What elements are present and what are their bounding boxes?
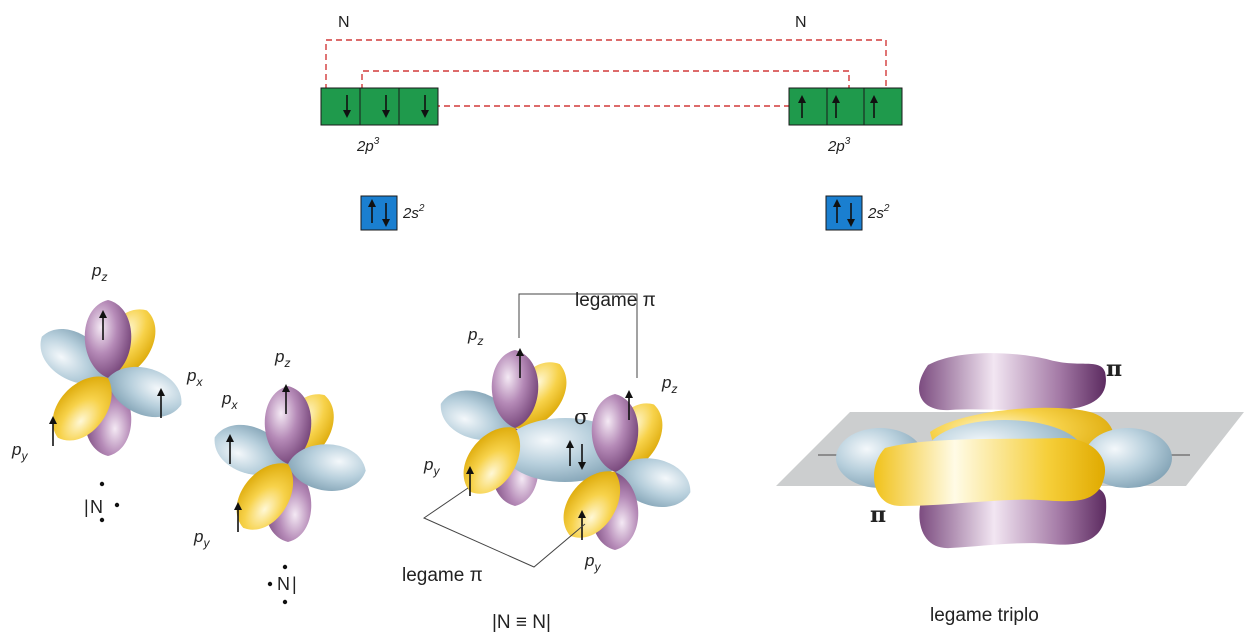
atom-2-px-label: px <box>221 389 238 412</box>
right-2s-label: 2s2 <box>867 203 890 222</box>
sigma-label: σ <box>574 405 588 429</box>
lower-pi-connector <box>422 487 586 568</box>
n2-molecule-orbitals <box>422 293 697 568</box>
upper-pi-bond-label: legame π <box>575 290 656 311</box>
atom-left-symbol: N <box>338 14 350 31</box>
svg-text:|: | <box>292 574 297 594</box>
left-2s-box <box>360 195 398 231</box>
left-2s-label: 2s2 <box>402 203 425 222</box>
dashed-links <box>325 39 887 107</box>
triple-bond-model <box>776 353 1244 549</box>
atom-1-py-label: py <box>11 440 28 463</box>
svg-text:N: N <box>277 574 290 594</box>
upper-purple-pi-back <box>919 353 1106 411</box>
left-2p-label: 2p3 <box>356 136 380 155</box>
upper-pi-symbol: π <box>1106 356 1122 382</box>
outer-dashed-link <box>325 39 887 90</box>
atom-1-pz-label: pz <box>91 261 107 284</box>
atom-2-lewis: N | <box>267 564 297 605</box>
atom-1-px-label: px <box>186 366 203 389</box>
upper-pi-connector <box>518 293 638 378</box>
n2-right-pz-label: pz <box>661 373 677 396</box>
n2-right-py-label: py <box>584 551 601 574</box>
left-2p-boxes <box>320 87 439 126</box>
front-yellow-pi-lobe <box>873 437 1106 506</box>
lower-pi-bond-label: legame π <box>402 565 483 586</box>
atom-1-lewis: | N <box>84 481 120 523</box>
n2-left-pz-label: pz <box>467 325 483 348</box>
n2-lewis-formula: |N ≡ N| <box>492 612 551 633</box>
right-2p-boxes <box>788 87 903 126</box>
atom-right-symbol: N <box>795 14 807 31</box>
right-sigma-end-lobe <box>1084 428 1172 488</box>
right-2p-label: 2p3 <box>827 136 851 155</box>
svg-text:|: | <box>84 497 89 517</box>
atom-1-orbitals <box>29 298 190 456</box>
atom-2-py-label: py <box>193 527 210 550</box>
svg-text:N: N <box>90 497 103 517</box>
atom-2-pz-label: pz <box>274 347 290 370</box>
lower-pi-symbol: π <box>870 502 886 528</box>
up-spin-arrow <box>798 95 878 118</box>
atom-2-orbitals <box>206 384 368 542</box>
triple-bond-caption: legame triplo <box>930 605 1039 626</box>
down-spin-arrow <box>343 95 429 118</box>
middle-dashed-link <box>361 70 850 90</box>
energy-diagram: N N 2p3 <box>320 14 903 231</box>
right-2s-box <box>825 195 863 231</box>
n2-left-py-label: py <box>423 455 440 478</box>
